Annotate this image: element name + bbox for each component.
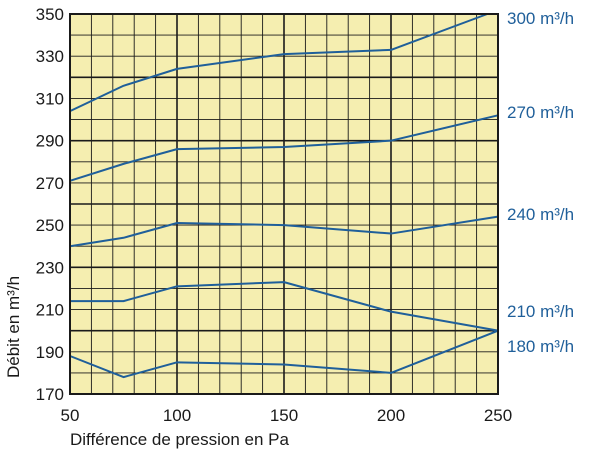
y-tick-label: 170	[36, 385, 64, 404]
y-tick-label: 270	[36, 174, 64, 193]
series-line	[69, 114, 499, 182]
x-axis-label: Différence de pression en Pa	[70, 430, 289, 449]
y-tick-label: 310	[36, 89, 64, 108]
x-tick-label: 200	[377, 406, 405, 425]
y-tick-label: 350	[36, 5, 64, 24]
series-labels: 300 m³/h 270 m³/h 240 m³/h 210 m³/h 180 m³/h	[507, 9, 574, 356]
series-label: 270 m³/h	[507, 103, 574, 122]
x-tick-label: 50	[61, 406, 80, 425]
y-tick-label: 250	[36, 216, 64, 235]
x-tick-label: 100	[163, 406, 191, 425]
series-lines	[69, 13, 499, 379]
y-tick-label: 230	[36, 258, 64, 277]
series-line	[69, 215, 499, 248]
y-tick-label: 210	[36, 301, 64, 320]
y-axis-label: Débit en m³/h	[4, 276, 23, 378]
y-tick-label: 330	[36, 47, 64, 66]
x-tick-label: 150	[270, 406, 298, 425]
series-label: 180 m³/h	[507, 337, 574, 356]
series-line	[69, 329, 499, 379]
x-tick-labels: 50 100 150 200 250	[61, 406, 513, 425]
y-tick-label: 190	[36, 343, 64, 362]
series-line	[70, 281, 499, 332]
y-tick-label: 290	[36, 132, 64, 151]
x-tick-label: 250	[484, 406, 512, 425]
grid-major	[70, 14, 498, 394]
series-label: 210 m³/h	[507, 302, 574, 321]
series-label: 240 m³/h	[507, 205, 574, 224]
series-line	[69, 13, 488, 113]
y-tick-labels: 170 190 210 230 250 270 290 310 330 350	[36, 5, 64, 404]
plot-frame	[69, 13, 499, 395]
series-label: 300 m³/h	[507, 9, 574, 28]
